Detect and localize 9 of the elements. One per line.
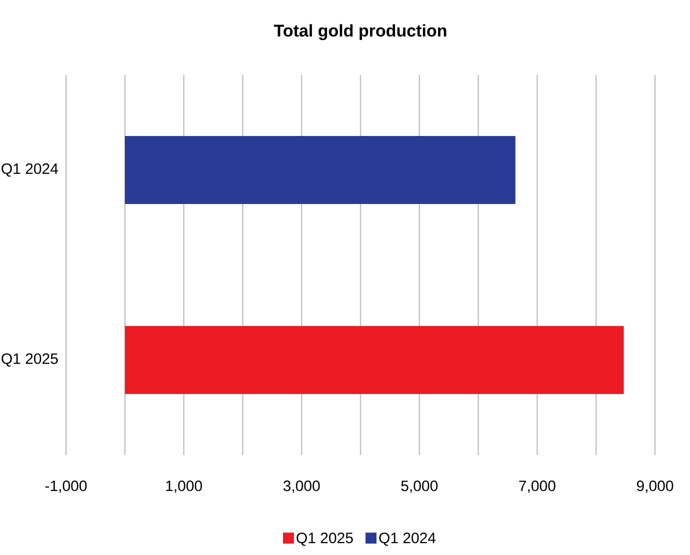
legend-label: Q1 2025: [296, 532, 353, 546]
x-tick-label: 7,000: [519, 480, 556, 493]
x-tick-label: 3,000: [283, 480, 320, 493]
x-tick-label: 1,000: [166, 480, 202, 493]
x-tick-label: -1,000: [45, 480, 87, 493]
x-tick-label: 9,000: [636, 480, 674, 493]
chart-title: Total gold production: [274, 24, 446, 40]
legend-label: Q1 2024: [379, 532, 436, 546]
x-tick-label: 5,000: [401, 480, 438, 493]
